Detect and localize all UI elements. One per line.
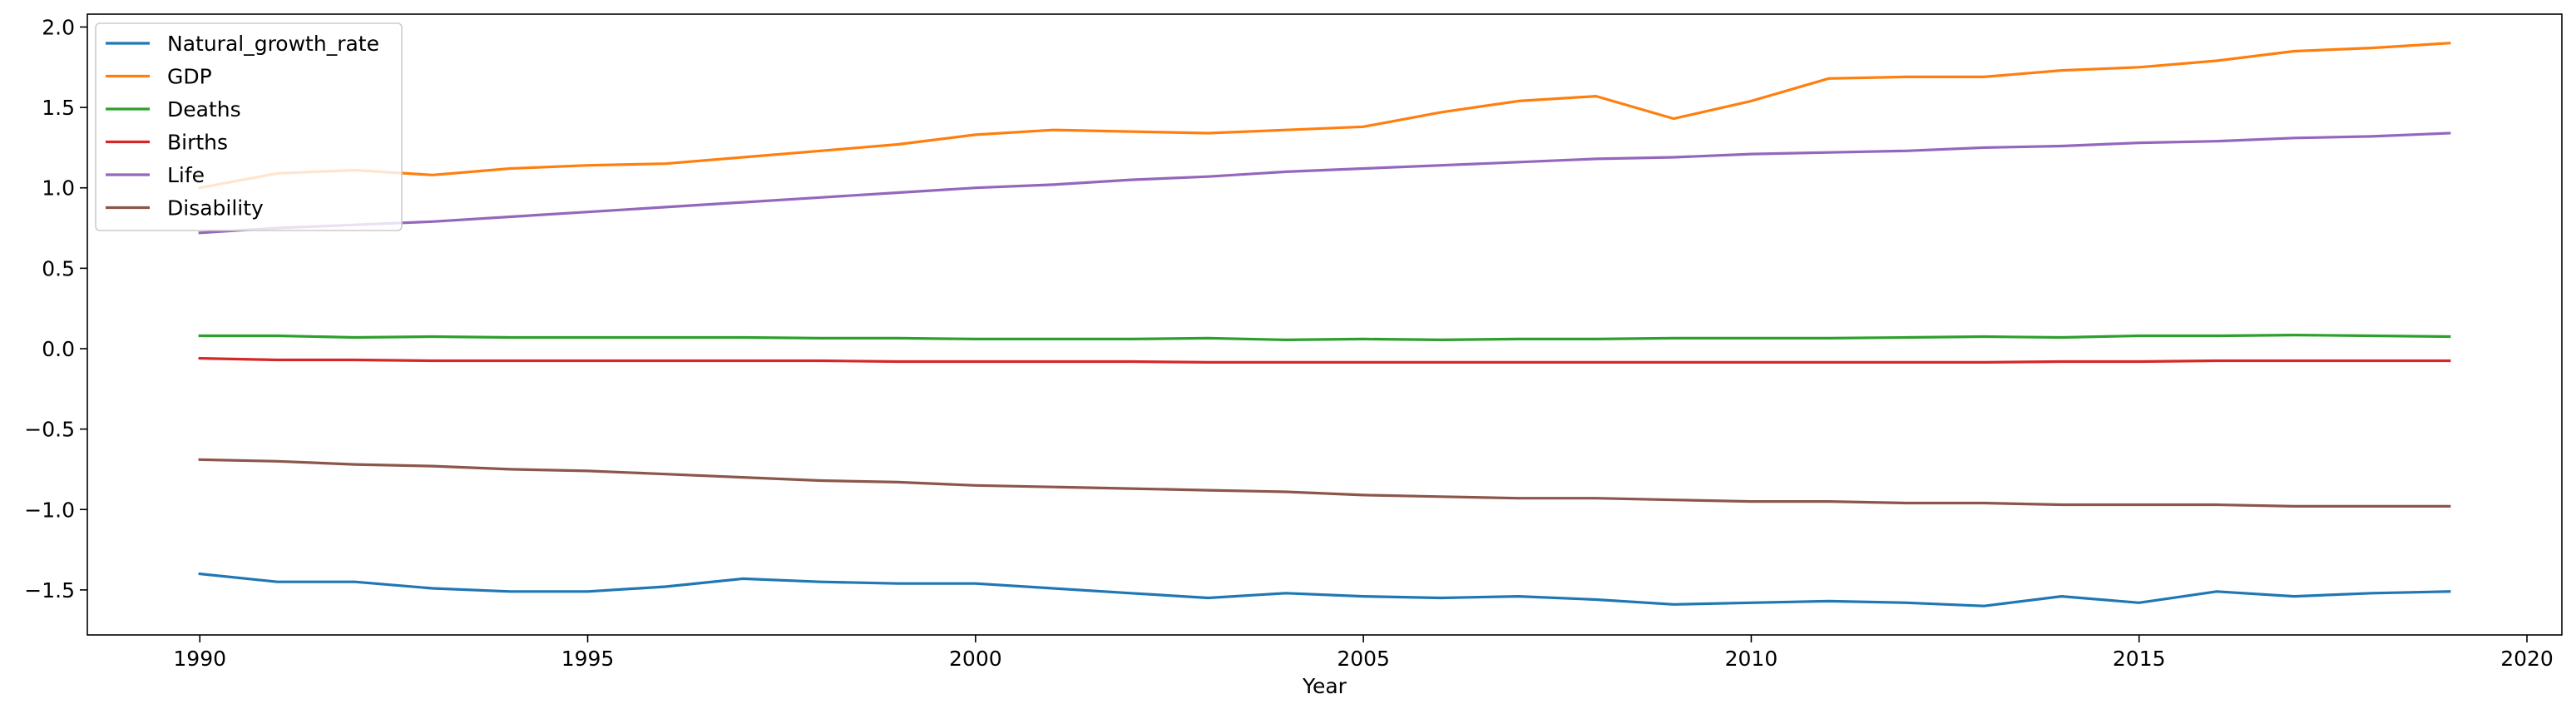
- y-tick-label: 1.0: [42, 176, 75, 201]
- y-tick-label: 0.0: [42, 337, 75, 361]
- y-tick-label: −1.0: [24, 498, 75, 522]
- x-tick-label: 2020: [2500, 647, 2554, 671]
- legend-box: [95, 22, 403, 231]
- x-tick-label: 2000: [949, 647, 1002, 671]
- series-line-deaths: [198, 334, 2451, 341]
- y-tick-label: −0.5: [24, 418, 75, 442]
- x-tick-label: 1990: [173, 647, 226, 671]
- y-tick-label: 2.0: [42, 15, 75, 39]
- x-tick-label: 2015: [2113, 647, 2166, 671]
- series-line-disability: [198, 458, 2451, 508]
- x-tick-label: 2005: [1337, 647, 1390, 671]
- plot-frame: [87, 13, 2563, 636]
- series-lines: [198, 42, 2451, 607]
- legend-label-natural-growth-rate: Natural_growth_rate: [167, 32, 379, 56]
- y-tick-label: 0.5: [42, 256, 75, 280]
- legend-label-gdp: GDP: [167, 65, 212, 89]
- tick-layer: 1990 1995 2000 2005 2010 2015 2020 −1.5 −1.0 −0.5…: [24, 15, 2554, 671]
- x-tick-label: 1995: [561, 647, 615, 671]
- legend-label-life: Life: [167, 163, 205, 187]
- y-tick-label: −1.5: [24, 578, 75, 602]
- legend-label-disability: Disability: [167, 196, 264, 221]
- series-line-natural-growth-rate: [198, 572, 2451, 607]
- legend: Natural_growth_rate GDP Deaths Births Life Di…: [95, 22, 403, 231]
- x-tick-label: 2010: [1725, 647, 1778, 671]
- y-tick-label: 1.5: [42, 96, 75, 120]
- legend-label-deaths: Deaths: [167, 97, 241, 121]
- legend-label-births: Births: [167, 131, 228, 155]
- series-line-births: [198, 356, 2451, 364]
- series-line-life: [198, 131, 2451, 235]
- series-line-gdp: [198, 42, 2451, 190]
- x-axis-title: Year: [1302, 674, 1347, 698]
